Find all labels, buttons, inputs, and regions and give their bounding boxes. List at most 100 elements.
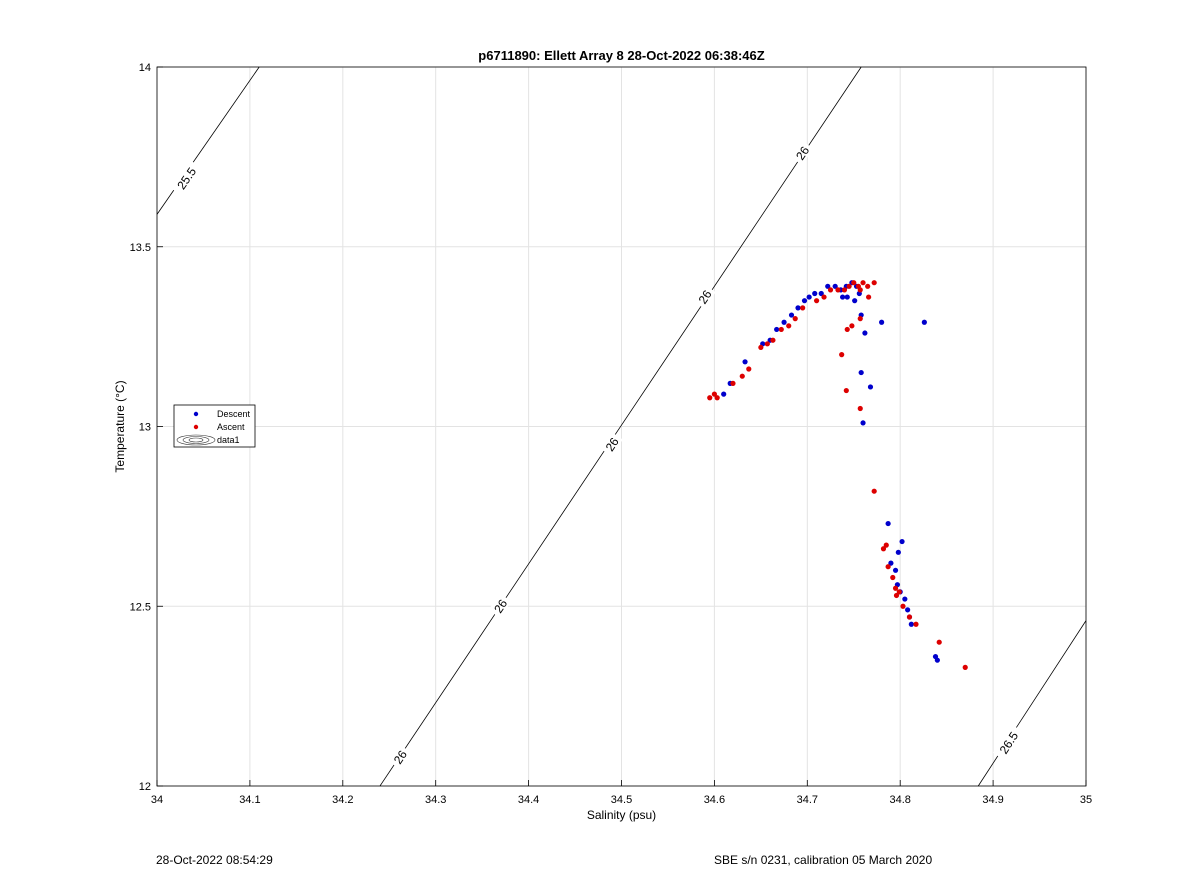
data-point-ascent	[846, 283, 852, 289]
data-point-ascent	[900, 603, 906, 609]
x-tick-label: 35	[1080, 794, 1092, 806]
data-point-ascent	[906, 614, 913, 620]
data-point-ascent	[857, 287, 863, 293]
data-point-ascent	[711, 391, 718, 397]
data-point-descent	[832, 283, 838, 289]
legend[interactable]: Descent Ascent data1	[173, 404, 256, 448]
data-point-descent	[795, 305, 801, 311]
y-tick-label: 12	[139, 781, 151, 793]
data-point-ascent	[866, 294, 872, 300]
footer-timestamp: 28-Oct-2022 08:54:29	[156, 853, 273, 867]
x-tick-label: 34.4	[518, 794, 539, 806]
legend-label-ascent: Ascent	[217, 422, 245, 432]
data-point-descent	[721, 391, 727, 397]
data-point-ascent	[835, 287, 841, 293]
data-point-ascent	[827, 287, 834, 293]
isopycnal-label-bg	[992, 724, 1024, 761]
data-point-ascent	[841, 287, 848, 293]
data-point-ascent	[871, 280, 877, 286]
data-point-descent	[862, 330, 868, 336]
isopycnal-line	[156, 66, 260, 215]
data-point-ascent	[880, 546, 887, 552]
data-point-ascent	[764, 341, 770, 347]
data-point-ascent	[778, 326, 784, 333]
data-point-ascent	[893, 592, 900, 599]
axis-ticks: 34 34.1 34.2 34.3 34.4 34.5 34.6 34.7 34.8 34.9 35…	[130, 62, 1093, 806]
isopycnal-label-bg	[488, 593, 512, 618]
y-tick-label: 13.5	[130, 242, 151, 254]
isopycnal-label-bg	[599, 431, 623, 457]
legend-marker-ascent	[193, 424, 199, 430]
x-tick-label: 34	[151, 794, 163, 806]
data-point-ascent	[883, 542, 889, 548]
data-point-ascent	[885, 564, 891, 570]
data-point-ascent	[892, 585, 899, 591]
data-point-descent	[806, 294, 812, 300]
isopycnal-label-bg	[790, 140, 814, 165]
x-tick-label: 34.1	[239, 794, 260, 806]
data-point-descent	[934, 657, 940, 663]
data-point-descent	[818, 290, 824, 297]
data-point-ascent	[871, 488, 877, 494]
data-point-descent	[879, 319, 885, 325]
legend-box	[173, 404, 256, 448]
data-point-descent	[867, 384, 874, 390]
y-axis-title: Temperature (°C)	[113, 380, 127, 472]
grid-lines	[156, 66, 1087, 787]
legend-contour-ring	[182, 436, 210, 444]
y-tick-label: 12.5	[130, 601, 151, 613]
data-point-ascent	[792, 316, 798, 322]
data-point-ascent	[865, 283, 871, 289]
data-point-ascent	[843, 387, 849, 394]
data-point-descent	[899, 538, 905, 545]
data-point-descent	[840, 294, 846, 300]
data-point-descent	[774, 326, 780, 333]
data-point-ascent	[849, 323, 855, 329]
x-tick-label: 34.7	[797, 794, 818, 806]
data-point-descent	[742, 359, 748, 365]
chart-title: p6711890: Ellett Array 8 28-Oct-2022 06:…	[478, 48, 764, 63]
legend-contour-ring	[188, 437, 204, 443]
data-point-ascent	[746, 366, 752, 372]
data-point-descent	[844, 294, 850, 300]
data-point-ascent	[839, 352, 845, 358]
data-point-descent	[908, 621, 914, 627]
x-tick-label: 34.9	[982, 794, 1003, 806]
isopycnal-line	[977, 620, 1087, 787]
data-point-ascent	[857, 405, 863, 412]
y-tick-label: 14	[139, 62, 151, 74]
data-point-descent	[895, 549, 901, 555]
data-point-ascent	[821, 294, 827, 300]
y-tick-label: 13	[139, 422, 151, 434]
data-point-ascent	[851, 280, 857, 286]
data-point-ascent	[860, 280, 866, 286]
data-point-descent	[892, 567, 899, 573]
data-point-descent	[801, 298, 808, 304]
x-tick-label: 34.6	[704, 794, 725, 806]
data-point-ascent	[786, 323, 792, 329]
data-point-ascent	[857, 316, 863, 322]
isopycnal-label-bg	[388, 744, 411, 769]
data-point-descent	[825, 283, 831, 289]
data-point-ascent	[770, 337, 776, 343]
data-point-ascent	[758, 344, 764, 351]
data-point-descent	[858, 369, 864, 376]
data-point-ascent	[739, 373, 745, 379]
legend-contour-ring	[176, 434, 216, 446]
data-point-descent	[812, 290, 818, 297]
x-tick-label: 34.2	[332, 794, 353, 806]
legend-label-descent: Descent	[217, 409, 251, 419]
data-point-descent	[852, 298, 858, 304]
x-tick-label: 34.8	[889, 794, 910, 806]
legend-label-data1: data1	[217, 435, 240, 445]
legend-marker-descent	[193, 411, 199, 417]
data-point-ascent	[714, 395, 720, 401]
isopycnal-line	[379, 66, 862, 787]
data-point-ascent	[844, 326, 850, 333]
data-point-ascent	[962, 664, 968, 670]
data-point-ascent	[730, 380, 736, 386]
data-point-descent	[860, 420, 866, 426]
x-tick-label: 34.3	[425, 794, 446, 806]
